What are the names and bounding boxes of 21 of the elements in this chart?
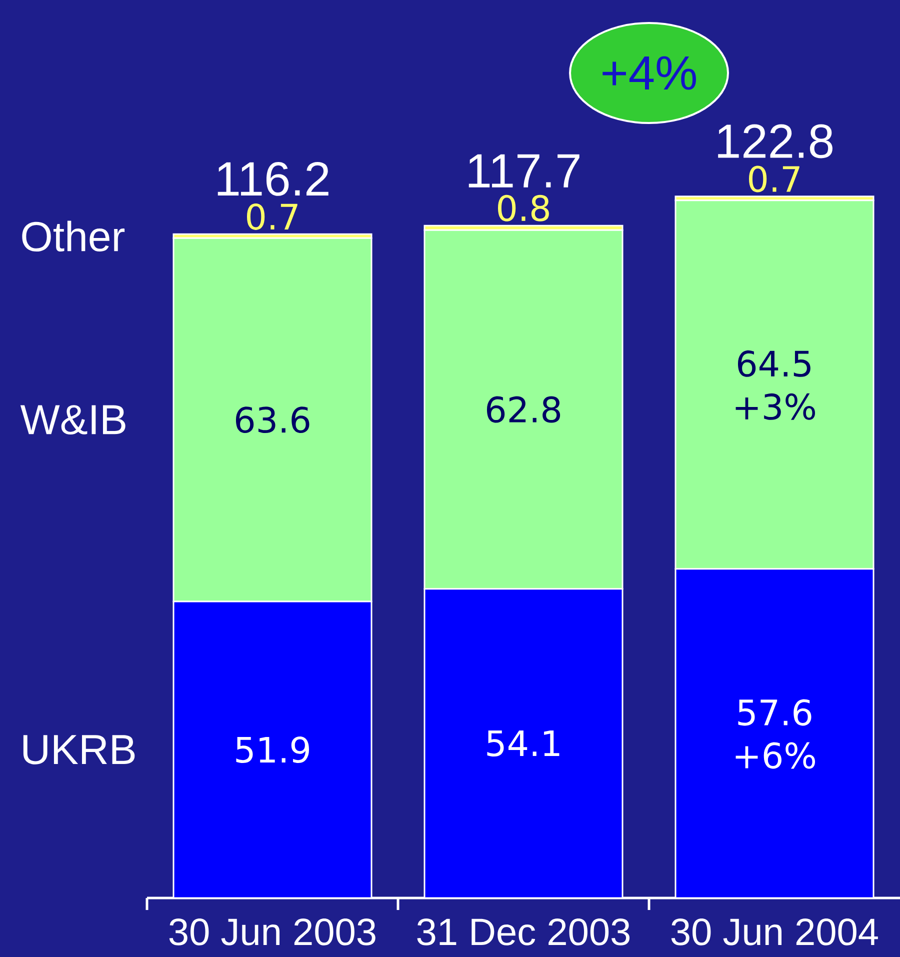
data-label: 0.7: [748, 166, 800, 192]
total-label: 117.7: [468, 154, 580, 188]
annotation: +3%: [736, 393, 815, 420]
total-label: 116.2: [218, 162, 328, 196]
series-label: Other: [22, 220, 125, 252]
x-tick-label: 31 Dec 2003: [417, 918, 630, 946]
text: +4%: [602, 56, 696, 90]
data-label: 0.7: [246, 203, 298, 230]
series-label: UKRB: [23, 735, 135, 764]
data-label: 57.6: [738, 699, 812, 726]
data-label: 51.9: [236, 736, 309, 763]
data-label: 54.1: [487, 730, 560, 756]
series-label: W&IB: [20, 405, 126, 435]
annotation: +6%: [736, 742, 815, 769]
data-label: 64.5: [738, 350, 810, 377]
data-label: 0.8: [498, 194, 549, 222]
x-tick-label: 30 Jun 2004: [671, 918, 878, 946]
data-label: 63.6: [236, 406, 310, 434]
data-label: 62.8: [486, 396, 560, 423]
total-label: 122.8: [718, 124, 832, 158]
x-tick-label: 30 Jun 2003: [169, 918, 376, 946]
